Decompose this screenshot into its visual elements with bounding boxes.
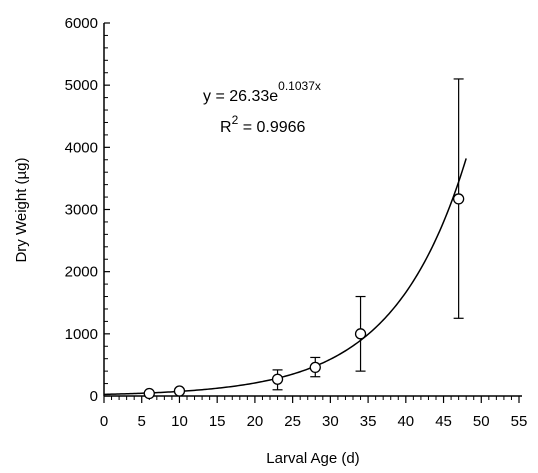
x-minor-ticks <box>111 396 512 400</box>
data-point-0 <box>143 387 155 400</box>
x-tick-label-6: 30 <box>322 413 339 430</box>
y-minor-ticks <box>104 34 108 385</box>
x-tick-label-9: 45 <box>435 413 452 430</box>
x-tick-label-11: 55 <box>511 413 528 430</box>
data-point-3 <box>309 361 321 374</box>
data-point-2 <box>271 373 284 385</box>
y-axis-label: Dry Weight (µg) <box>13 157 30 262</box>
x-tick-labels: 0 5 10 15 20 25 30 35 40 45 50 55 <box>100 413 528 430</box>
x-tick-label-8: 40 <box>397 413 414 430</box>
fit-equation-exponent: 0.1037x <box>278 79 321 93</box>
data-points <box>143 193 465 400</box>
x-tick-label-4: 20 <box>247 413 264 430</box>
y-tick-label-4: 4000 <box>65 139 98 156</box>
y-ticks <box>104 22 110 397</box>
y-tick-labels: 0 1000 2000 3000 4000 5000 6000 <box>65 15 98 405</box>
x-tick-label-5: 25 <box>284 413 301 430</box>
exponential-fit-curve <box>103 158 467 396</box>
r-squared-prefix: R <box>220 119 232 136</box>
x-tick-label-1: 5 <box>138 413 146 430</box>
y-tick-label-1: 1000 <box>65 326 98 343</box>
fit-equation-base: y = 26.33e <box>203 88 278 105</box>
x-axis-label: Larval Age (d) <box>266 450 359 467</box>
x-tick-label-0: 0 <box>100 413 108 430</box>
r-squared-value: = 0.9966 <box>238 119 305 136</box>
fit-equation: y = 26.33e0.1037x <box>203 79 321 105</box>
y-tick-label-3: 3000 <box>65 202 98 219</box>
y-tick-label-5: 5000 <box>65 77 98 94</box>
x-tick-label-2: 10 <box>171 413 188 430</box>
data-point-1 <box>173 385 186 397</box>
y-tick-label-6: 6000 <box>65 15 98 32</box>
x-tick-label-3: 15 <box>209 413 226 430</box>
x-ticks <box>103 396 520 403</box>
r-squared: R2 = 0.9966 <box>220 113 306 136</box>
y-tick-label-0: 0 <box>90 388 98 405</box>
x-tick-label-7: 35 <box>360 413 377 430</box>
y-tick-label-2: 2000 <box>65 264 98 281</box>
data-point-4 <box>354 328 367 340</box>
data-point-5 <box>452 193 465 205</box>
x-tick-label-10: 50 <box>473 413 490 430</box>
r-squared-superscript: 2 <box>232 113 239 127</box>
